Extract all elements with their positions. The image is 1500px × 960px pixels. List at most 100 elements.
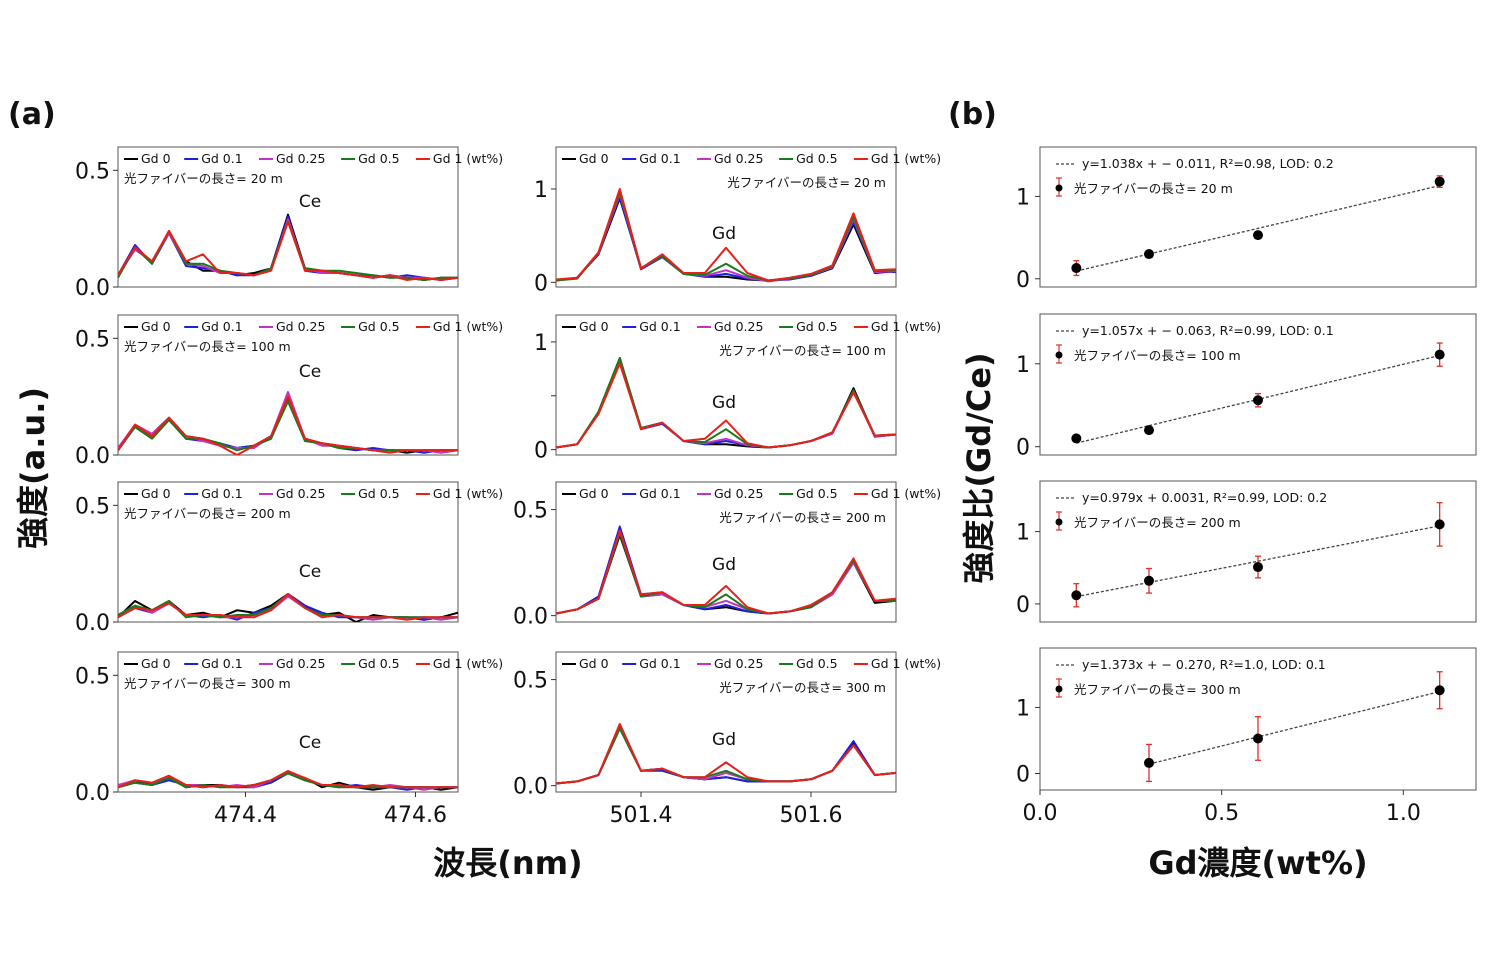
legend: Gd 0 Gd 0.1 Gd 0.25 Gd 0.5 Gd 1 (wt%): [124, 486, 503, 501]
panel-b-ylabel: 強度比(Gd/Ce): [960, 352, 998, 583]
y-tick-label: 0: [1016, 593, 1030, 618]
legend-label: Gd 0.5: [796, 151, 837, 166]
y-tick-label: 0.0: [75, 276, 110, 301]
panel-a-ylabel: 強度(a.u.): [14, 387, 52, 549]
data-point: [1434, 685, 1445, 696]
y-tick-label: 1: [1016, 353, 1030, 378]
x-tick-label: 501.6: [780, 803, 843, 828]
y-tick-label: 0: [1016, 268, 1030, 293]
legend: Gd 0 Gd 0.1 Gd 0.25 Gd 0.5 Gd 1 (wt%): [562, 151, 941, 166]
legend: Gd 0 Gd 0.1 Gd 0.25 Gd 0.5 Gd 1 (wt%): [562, 486, 941, 501]
y-tick-label: 0.0: [513, 605, 548, 630]
legend-label: Gd 1 (wt%): [433, 151, 503, 166]
peak-label-ce: Ce: [299, 192, 321, 212]
legend-label: Gd 0: [579, 486, 609, 501]
legend: Gd 0 Gd 0.1 Gd 0.25 Gd 0.5 Gd 1 (wt%): [124, 151, 503, 166]
legend-label: Gd 1 (wt%): [433, 656, 503, 671]
legend-label: Gd 0: [579, 319, 609, 334]
legend-label: Gd 0.1: [201, 151, 242, 166]
y-tick-label: 0.5: [75, 494, 110, 519]
y-tick-label: 0.5: [75, 327, 110, 352]
data-point: [1144, 249, 1154, 260]
fit-line: [1148, 690, 1440, 765]
spectrum-a-left-row-2: 0.0 0.5 Gd 0 Gd 0.1 Gd 0.25 Gd 0.5 Gd 1 (wt%) 光…: [75, 314, 503, 469]
plot-frame: [555, 481, 897, 623]
y-tick-label: 0: [534, 271, 548, 296]
fit-equation-label: y=0.979x + 0.0031, R²=0.99, LOD: 0.2: [1082, 490, 1327, 505]
spectrum-a-right-row-3: 0.0 0.5 Gd 0 Gd 0.1 Gd 0.25 Gd 0.5 Gd 1 (wt%) 光…: [513, 481, 941, 630]
panel-a-label: (a): [8, 97, 56, 132]
y-tick-label: 0: [1016, 762, 1030, 787]
series-line-gd-0.5: [118, 400, 458, 452]
legend-label: Gd 0.1: [639, 151, 680, 166]
legend-label: Gd 0.25: [276, 486, 325, 501]
legend-label: Gd 0.5: [796, 486, 837, 501]
legend-label: Gd 0.25: [714, 486, 763, 501]
data-point: [1434, 176, 1445, 187]
legend-label: Gd 0.5: [796, 656, 837, 671]
peak-label-gd: Gd: [712, 555, 736, 575]
series-line-gd-1-wt-: [118, 395, 458, 455]
legend-label: Gd 0.1: [639, 319, 680, 334]
plot-frame: [555, 146, 897, 288]
panel-a-xlabel: 波長(nm): [433, 844, 582, 882]
legend-label: Gd 0: [141, 486, 171, 501]
legend-label: Gd 0.5: [358, 486, 399, 501]
legend-label: Gd 0: [141, 319, 171, 334]
legend-label: Gd 1 (wt%): [871, 486, 941, 501]
legend-label: Gd 0.25: [276, 656, 325, 671]
fiber-length-label: 光ファイバーの長さ= 300 m: [719, 680, 886, 695]
plot-frame: [1039, 146, 1477, 288]
legend-label: Gd 0: [141, 151, 171, 166]
fiber-length-label: 光ファイバーの長さ= 20 m: [1074, 181, 1233, 196]
x-tick-label: 0.0: [1023, 801, 1058, 826]
plot-frame: [117, 481, 459, 623]
legend-label: Gd 1 (wt%): [433, 319, 503, 334]
fiber-length-label: 光ファイバーの長さ= 300 m: [1074, 682, 1241, 697]
fiber-length-label: 光ファイバーの長さ= 200 m: [1074, 515, 1241, 530]
fiber-length-label: 光ファイバーの長さ= 300 m: [124, 676, 291, 691]
legend-label: Gd 0.1: [201, 319, 242, 334]
plot-frame: [117, 146, 459, 288]
y-tick-label: 1: [534, 331, 548, 356]
fiber-length-label: 光ファイバーの長さ= 20 m: [124, 171, 283, 186]
x-tick-label: 474.4: [214, 803, 277, 828]
series-line-gd-1-wt-: [556, 188, 896, 282]
data-point: [1253, 230, 1263, 241]
data-point: [1144, 757, 1154, 768]
legend-label: Gd 0.5: [358, 319, 399, 334]
data-point: [1434, 519, 1445, 530]
legend-label: Gd 1 (wt%): [871, 151, 941, 166]
series-line-gd-0.1: [118, 395, 458, 454]
fit-line: [1076, 185, 1440, 272]
series-line-gd-1-wt-: [118, 593, 458, 621]
peak-label-ce: Ce: [299, 362, 321, 382]
legend-label: Gd 0.5: [358, 151, 399, 166]
legend-label: Gd 0.25: [276, 319, 325, 334]
series-line-gd-0.1: [118, 216, 458, 281]
data-point: [1253, 395, 1263, 406]
fiber-length-label: 光ファイバーの長さ= 100 m: [124, 339, 291, 354]
data-point: [1434, 349, 1445, 360]
data-point: [1071, 433, 1082, 444]
legend-point: [1055, 351, 1063, 359]
plot-frame: [555, 314, 897, 456]
series-line-gd-1-wt-: [556, 529, 896, 615]
plot-frame: [1039, 313, 1477, 456]
plot-frame: [1039, 480, 1477, 623]
spectrum-a-right-row-2: 0 1 Gd 0 Gd 0.1 Gd 0.25 Gd 0.5 Gd 1 (wt%) 光ファイバ…: [534, 314, 941, 464]
y-tick-label: 1: [1016, 696, 1030, 721]
series-line-gd-0.25: [118, 218, 458, 281]
x-tick-label: 1.0: [1386, 801, 1421, 826]
y-tick-label: 1: [1016, 185, 1030, 210]
legend-label: Gd 0.25: [714, 656, 763, 671]
series-line-gd-1-wt-: [118, 220, 458, 281]
ratio-plot-row-1: 0 1 y=1.038x + − 0.011, R²=0.98, LOD: 0.2 光…: [1016, 146, 1477, 293]
plot-frame: [117, 314, 459, 456]
ratio-plot-row-2: 0 1 y=1.057x + − 0.063, R²=0.99, LOD: 0.1 光…: [1016, 313, 1477, 461]
data-point: [1253, 562, 1263, 573]
legend-label: Gd 1 (wt%): [433, 486, 503, 501]
legend-label: Gd 0.1: [201, 656, 242, 671]
